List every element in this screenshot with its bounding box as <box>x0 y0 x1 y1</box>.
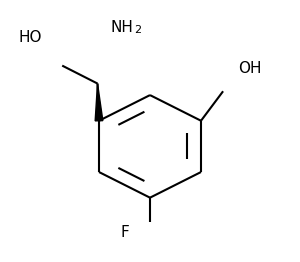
Text: 2: 2 <box>134 25 141 35</box>
Text: OH: OH <box>238 61 262 76</box>
Text: HO: HO <box>19 30 43 45</box>
Text: NH: NH <box>110 20 133 35</box>
Text: F: F <box>121 225 129 240</box>
Polygon shape <box>95 84 103 121</box>
